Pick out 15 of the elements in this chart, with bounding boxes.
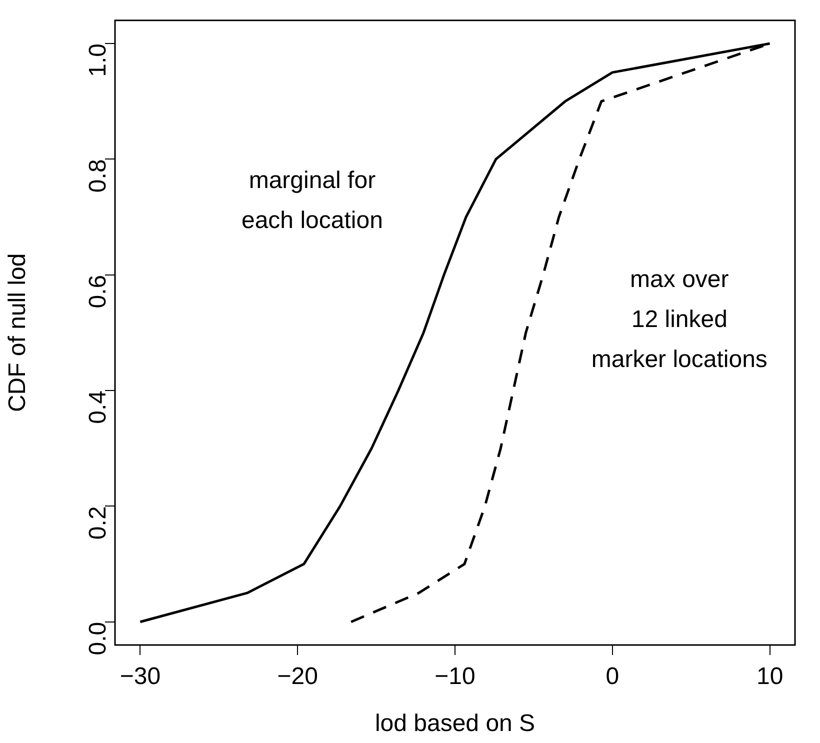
- annotation: max over 12 linked marker locations: [591, 266, 768, 373]
- x-tick-label: 0: [606, 663, 620, 690]
- y-tick-label: 1.0: [84, 44, 112, 77]
- x-tick-label: −30: [120, 663, 161, 690]
- y-axis-title: CDF of null lod: [4, 253, 32, 412]
- y-tick-label: 0.8: [84, 159, 112, 193]
- x-axis-title: lod based on S: [374, 710, 536, 738]
- x-tick-label: 10: [756, 663, 784, 690]
- x-tick-label: −20: [277, 663, 318, 690]
- y-tick-label: 0.4: [84, 390, 112, 424]
- x-tick-label: −10: [434, 663, 476, 690]
- y-tick-label: 0.6: [84, 274, 112, 308]
- annotation: marginal for each location: [241, 167, 383, 234]
- y-tick-label: 0.2: [84, 506, 112, 540]
- y-tick-label: 0.0: [84, 622, 112, 656]
